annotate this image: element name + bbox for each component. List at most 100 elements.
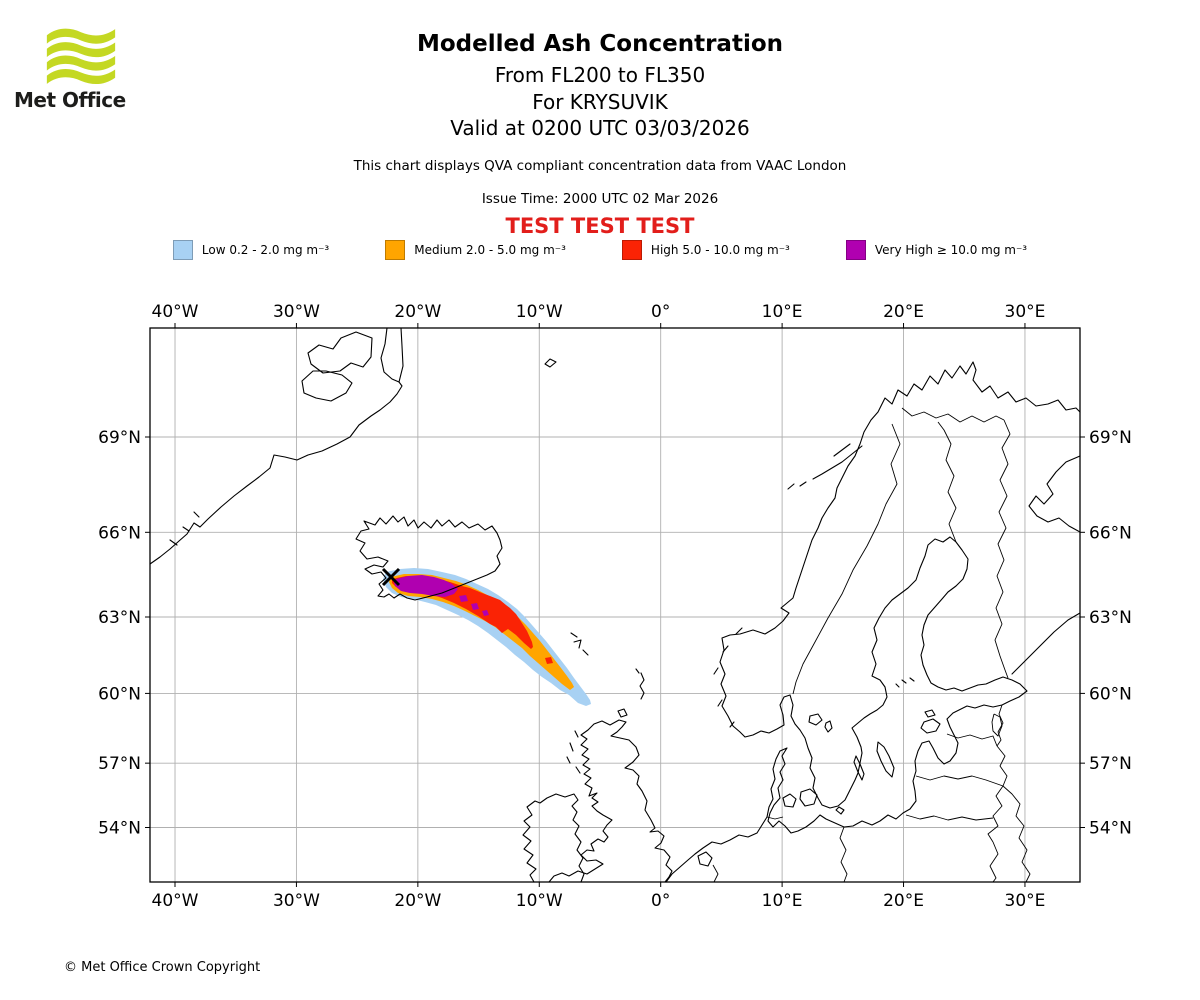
title-valid-time: Valid at 0200 UTC 03/03/2026 bbox=[450, 116, 750, 140]
border-estonia-latvia bbox=[946, 733, 998, 747]
coastline-vattern bbox=[824, 720, 833, 733]
border-denmark-germany bbox=[766, 816, 784, 820]
qva-note: This chart displays QVA compliant concen… bbox=[353, 158, 847, 174]
issue-time: Issue Time: 2000 UTC 02 Mar 2026 bbox=[481, 191, 719, 207]
axis-label-lat-right: 69°N bbox=[1089, 428, 1132, 448]
coastline-norway-islet-1 bbox=[735, 627, 743, 635]
axis-label-lon-top: 30°E bbox=[1005, 302, 1046, 322]
coastline-vanern bbox=[808, 713, 823, 726]
map-svg: 40°W 40°W 30°W 30°W 20°W 20°W 10°W 10°W 0° 0° 10°E… bbox=[98, 302, 1132, 911]
legend-label-very_high: Very High ≥ 10.0 mg m⁻³ bbox=[874, 243, 1028, 257]
logo-waves-icon bbox=[46, 28, 116, 85]
ash-plume-very_high bbox=[471, 603, 479, 610]
axis-label-lon-bottom: 40°W bbox=[152, 891, 199, 911]
coastline-aland-1 bbox=[901, 679, 907, 684]
axis-label-lon-top: 40°W bbox=[152, 302, 199, 322]
border-lithuania-belarus bbox=[987, 785, 1004, 843]
coastline-shetland bbox=[639, 672, 645, 700]
coastline-greenland-horn bbox=[307, 331, 373, 374]
copyright-text: © Met Office Crown Copyright bbox=[64, 960, 261, 975]
axis-label-lon-bottom: 30°E bbox=[1005, 891, 1046, 911]
test-watermark: TEST TEST TEST bbox=[505, 214, 695, 238]
border-russia-belarus bbox=[1002, 785, 1031, 883]
logo-wave-stripe bbox=[46, 55, 116, 71]
border-lake-peipus bbox=[991, 713, 1003, 737]
axis-label-lat-left: 66°N bbox=[98, 523, 141, 543]
volcano-marker-icon bbox=[381, 567, 401, 587]
coastline-greenland-islet-1 bbox=[182, 526, 190, 532]
coastline-lofoten-1 bbox=[812, 445, 863, 480]
coastline-lofoten-islet-1 bbox=[799, 481, 807, 487]
axis-label-lat-right: 63°N bbox=[1089, 608, 1132, 628]
coastline-zealand bbox=[799, 788, 818, 807]
coastline-greenland-coast bbox=[149, 381, 403, 565]
legend-label-high: High 5.0 - 10.0 mg m⁻³ bbox=[650, 243, 790, 257]
coastline-funen bbox=[782, 793, 797, 808]
axis-label-lat-left: 60°N bbox=[98, 684, 141, 704]
border-finland-russia bbox=[994, 419, 1011, 679]
axis-label-lat-left: 69°N bbox=[98, 428, 141, 448]
map-frame bbox=[149, 327, 1081, 883]
axis-label-lon-top: 10°W bbox=[516, 302, 563, 322]
coastline-orkney bbox=[617, 708, 628, 718]
axis-label-lat-left: 57°N bbox=[98, 754, 141, 774]
axis-label-lon-top: 10°E bbox=[762, 302, 803, 322]
ash-plume-very_high bbox=[482, 610, 489, 616]
axis-label-lon-top: 20°E bbox=[883, 302, 924, 322]
coastline-hebrides-2 bbox=[569, 742, 574, 752]
border-kaliningrad-poland bbox=[905, 814, 994, 821]
axis-label-lon-bottom: 0° bbox=[651, 891, 670, 911]
legend-label-medium: Medium 2.0 - 5.0 mg m⁻³ bbox=[414, 243, 566, 257]
legend-label-low: Low 0.2 - 2.0 mg m⁻³ bbox=[201, 243, 330, 257]
legend-swatch-high bbox=[621, 240, 642, 260]
coastline-aland-3 bbox=[895, 683, 900, 688]
coastline-norway-islet-2 bbox=[722, 645, 729, 653]
coastline-lake-ladoga bbox=[1011, 612, 1081, 675]
axis-label-lon-top: 0° bbox=[651, 302, 670, 322]
coastline-great-britain bbox=[548, 719, 673, 883]
coastline-lofoten-islet-2 bbox=[787, 483, 795, 490]
coastline-norway-islet-3 bbox=[713, 667, 719, 675]
coastline-shetland-islet bbox=[635, 668, 640, 674]
axis-label-lon-bottom: 10°E bbox=[762, 891, 803, 911]
coastline-bornholm bbox=[835, 806, 845, 815]
coastline-lofoten-2 bbox=[833, 443, 851, 457]
coastline-norway-islet-5 bbox=[729, 721, 735, 728]
coastline-faroes-2 bbox=[573, 639, 582, 649]
coastline-oland bbox=[853, 755, 865, 781]
border-norway-finland bbox=[901, 407, 1005, 423]
border-estonia-russia bbox=[996, 704, 1004, 747]
coastline-faroes-1 bbox=[570, 632, 578, 638]
legend-swatch-low bbox=[172, 240, 193, 260]
coastline-aland-2 bbox=[909, 677, 915, 682]
coastline-scandinavia-baltic bbox=[665, 361, 1081, 883]
axis-label-lat-right: 54°N bbox=[1089, 818, 1132, 838]
coastline-hebrides-1 bbox=[574, 730, 579, 738]
logo-wave-stripe bbox=[46, 68, 116, 85]
coastline-white-sea bbox=[1028, 455, 1081, 533]
coastline-ireland bbox=[522, 793, 585, 883]
legend-swatch-medium bbox=[385, 240, 406, 260]
legend-item-low: Low 0.2 - 2.0 mg m⁻³ bbox=[172, 240, 330, 260]
coastline-gotland bbox=[876, 741, 895, 778]
logo-brand-text: Met Office bbox=[14, 88, 126, 112]
border-poland-belarus bbox=[989, 841, 999, 883]
border-latvia-russia bbox=[996, 745, 1008, 787]
axis-label-lon-bottom: 20°E bbox=[883, 891, 924, 911]
coastline-hebrides-3 bbox=[566, 756, 571, 764]
legend: Low 0.2 - 2.0 mg m⁻³ Medium 2.0 - 5.0 mg … bbox=[0, 240, 1200, 260]
ash-plume-very_high bbox=[459, 595, 468, 602]
ash-plume-low bbox=[383, 568, 591, 706]
met-office-logo: Met Office bbox=[14, 26, 134, 118]
axis-label-lat-left: 54°N bbox=[98, 818, 141, 838]
axis-label-lat-left: 63°N bbox=[98, 608, 141, 628]
page-title: Modelled Ash Concentration bbox=[416, 31, 784, 57]
legend-item-very_high: Very High ≥ 10.0 mg m⁻³ bbox=[845, 240, 1028, 260]
axis-label-lon-bottom: 20°W bbox=[394, 891, 441, 911]
coastline-greenland-inner-fjord bbox=[301, 370, 353, 402]
border-latvia-lithuania bbox=[915, 775, 1004, 787]
legend-item-medium: Medium 2.0 - 5.0 mg m⁻³ bbox=[385, 240, 566, 260]
border-sweden-finland bbox=[937, 421, 957, 543]
coastline-faroes-3 bbox=[582, 649, 589, 656]
